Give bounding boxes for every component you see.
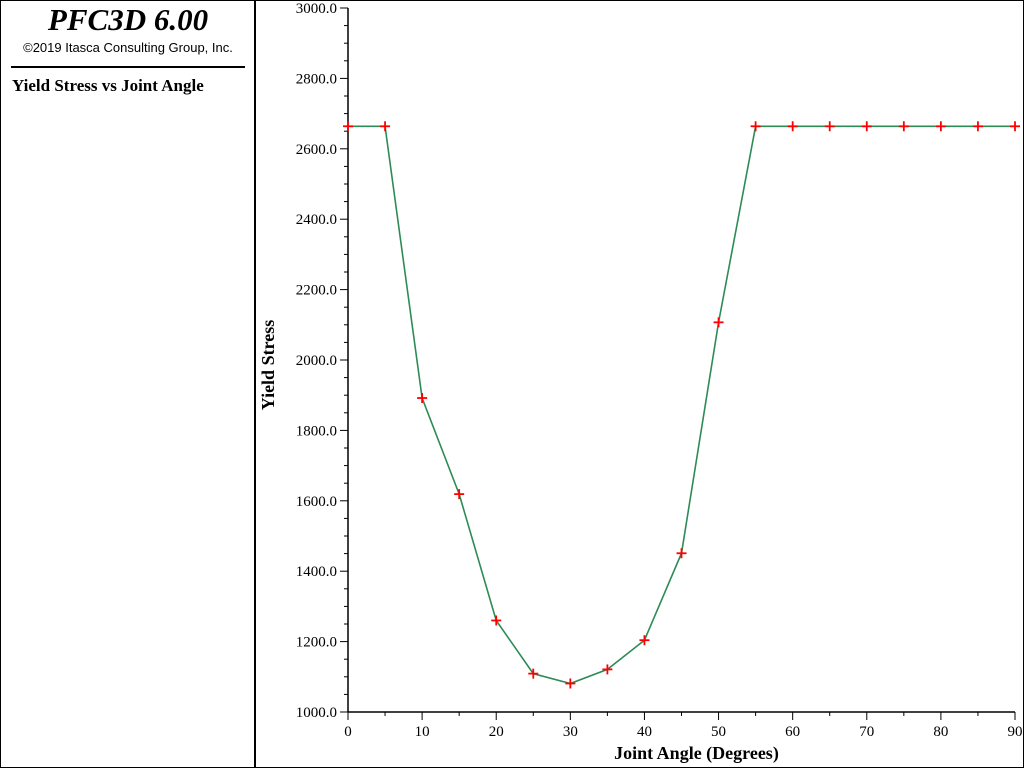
data-point-marker [861,121,872,132]
yield-stress-series [343,121,1020,689]
y-tick-label: 2400.0 [296,212,337,228]
data-point-marker [750,121,761,132]
x-tick-label: 80 [933,724,948,740]
y-tick-label: 1400.0 [296,564,337,580]
data-point-marker [713,317,724,328]
app-title: PFC3D 6.00 [47,2,209,37]
x-tick-label: 50 [711,724,726,740]
data-point-marker [380,121,391,132]
y-tick-label: 1200.0 [296,635,337,651]
x-axis: 0 10 20 30 40 50 60 70 80 90 [344,711,1023,740]
x-tick-label: 40 [637,724,652,740]
y-tick-label: 1600.0 [296,494,337,510]
y-tick-label: 1000.0 [296,705,337,721]
x-tick-label: 0 [344,724,352,740]
data-point-marker [676,548,687,559]
data-point-marker [787,121,798,132]
data-point-marker [528,668,539,679]
data-point-marker [935,121,946,132]
y-tick-label: 2800.0 [296,71,337,87]
x-tick-label: 60 [785,724,800,740]
data-point-marker [824,121,835,132]
x-tick-label: 90 [1008,724,1023,740]
x-tick-label: 20 [489,724,504,740]
x-tick-label: 70 [859,724,874,740]
data-point-marker [417,393,428,404]
data-point-marker [602,664,613,675]
data-point-marker [454,489,465,500]
copyright-text: ©2019 Itasca Consulting Group, Inc. [23,40,233,55]
x-tick-label: 30 [563,724,578,740]
legend-divider [11,66,245,68]
y-tick-label: 2000.0 [296,353,337,369]
y-axis: 1000.0 1200.0 1400.0 1600.0 1800.0 2000.0 2200… [296,1,349,721]
y-tick-label: 1800.0 [296,423,337,439]
series-line [348,125,1015,685]
data-point-marker [972,121,983,132]
y-tick-label: 2600.0 [296,142,337,158]
data-point-marker [565,678,576,689]
y-tick-label: 2200.0 [296,283,337,299]
data-point-marker [898,121,909,132]
data-point-marker [343,121,353,132]
data-point-marker [639,635,650,646]
y-tick-label: 3000.0 [296,1,337,17]
x-tick-label: 10 [415,724,430,740]
x-axis-title: Joint Angle (Degrees) [614,743,779,764]
plot-title: Yield Stress vs Joint Angle [12,76,204,95]
data-point-marker [491,615,502,626]
y-axis-title: Yield Stress [258,320,278,411]
legend-panel: PFC3D 6.00 ©2019 Itasca Consulting Group… [0,0,256,768]
data-point-marker [1010,121,1020,132]
